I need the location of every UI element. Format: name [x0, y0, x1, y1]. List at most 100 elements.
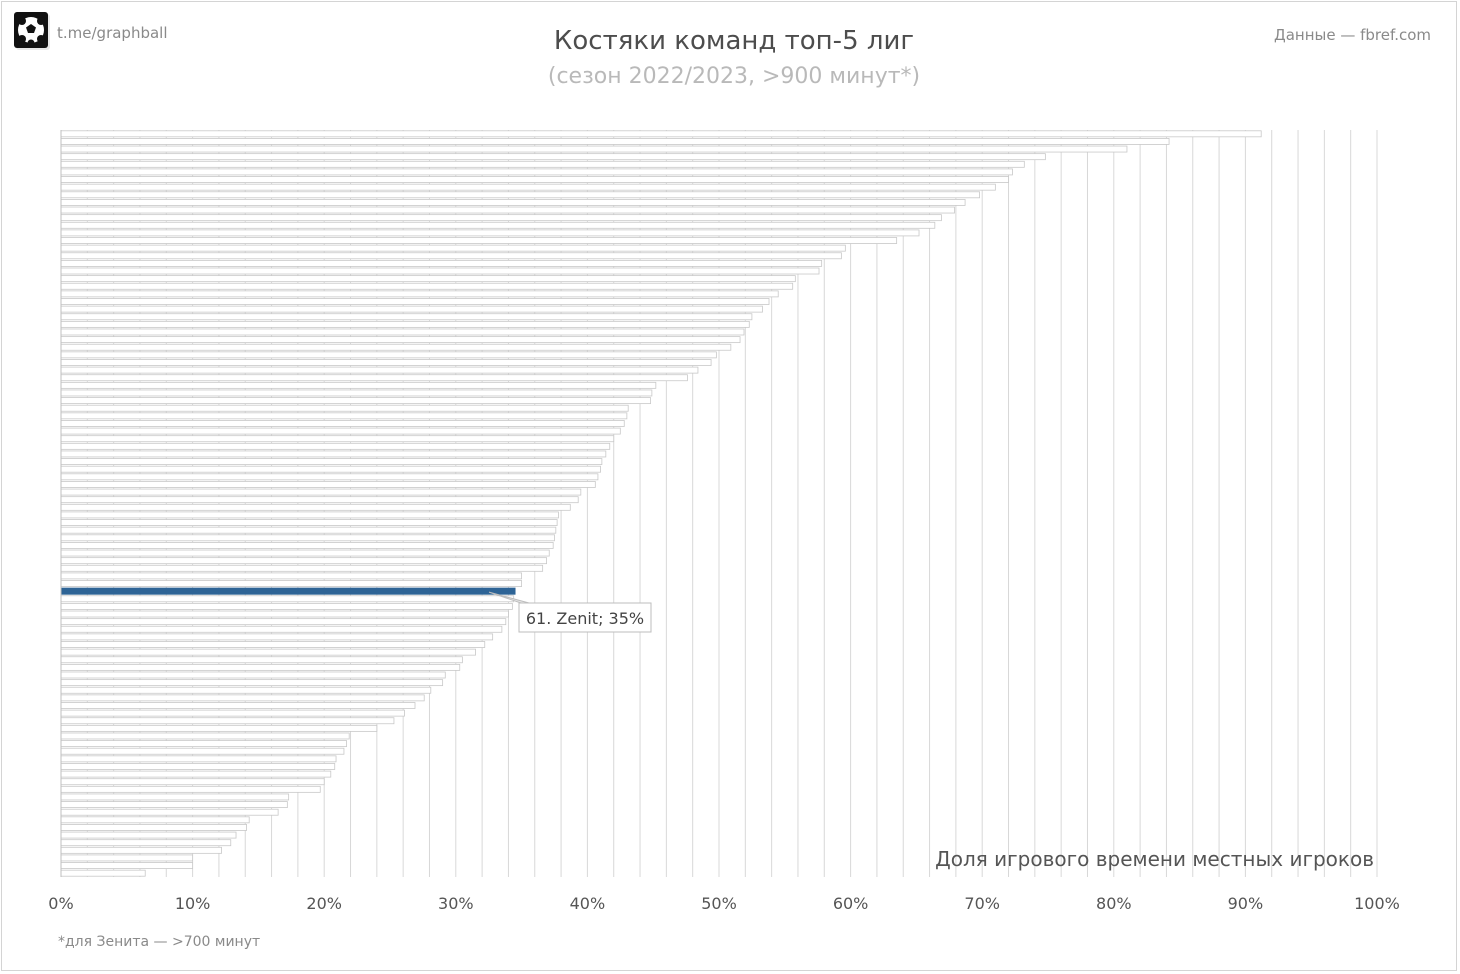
bar	[60, 717, 395, 725]
x-tick-label: 70%	[964, 894, 1000, 913]
bar	[60, 824, 247, 831]
bar	[60, 846, 222, 854]
chart-title: Костяки команд топ-5 лиг	[553, 26, 915, 56]
bar	[60, 526, 557, 534]
x-tick-label: 20%	[306, 894, 342, 913]
bar	[60, 313, 753, 321]
bar	[60, 648, 476, 656]
bar	[60, 549, 550, 557]
bar	[60, 366, 699, 374]
channel-logo	[14, 12, 52, 52]
bar	[60, 778, 325, 786]
bar	[60, 176, 1009, 183]
data-label-zenit: 61. Zenit; 35%	[526, 609, 644, 628]
bar	[60, 709, 405, 717]
bar	[60, 595, 515, 603]
bar	[60, 214, 942, 222]
bar	[60, 465, 601, 473]
bar	[60, 503, 571, 511]
bar	[60, 740, 347, 748]
bar	[60, 770, 332, 778]
bar	[60, 763, 336, 770]
bar	[60, 488, 582, 496]
bar	[60, 694, 425, 702]
bar	[60, 534, 555, 542]
bar	[60, 755, 337, 763]
x-tick-label: 30%	[438, 894, 474, 913]
bar	[60, 610, 509, 618]
bar	[60, 854, 194, 862]
bar	[60, 359, 712, 366]
footnote: *для Зенита — >700 минут	[58, 934, 261, 950]
bar	[60, 458, 603, 465]
bar	[60, 427, 621, 435]
bar	[60, 816, 250, 824]
bar	[60, 183, 996, 191]
bar	[60, 389, 653, 397]
bar	[60, 145, 1128, 153]
bar	[60, 656, 463, 664]
bar	[60, 641, 486, 648]
bar	[60, 275, 796, 283]
bar	[60, 732, 350, 740]
bar	[60, 343, 732, 351]
x-tick-label: 90%	[1228, 894, 1264, 913]
bar	[60, 869, 146, 877]
bar	[60, 831, 237, 839]
callout-box	[518, 602, 652, 633]
bar	[60, 351, 717, 359]
bar	[60, 244, 846, 252]
bar	[60, 282, 794, 290]
bar	[60, 328, 745, 336]
bar	[60, 130, 1262, 138]
bar	[60, 404, 629, 412]
bar	[60, 557, 548, 565]
bar	[60, 602, 513, 610]
bar	[60, 686, 432, 694]
bar	[60, 747, 345, 755]
bar	[60, 663, 461, 671]
bar	[60, 862, 194, 869]
bar	[60, 153, 1046, 161]
bar	[60, 336, 741, 344]
bar	[60, 442, 611, 450]
x-tick-label: 80%	[1096, 894, 1132, 913]
bar	[60, 724, 378, 732]
x-tick-label: 50%	[701, 894, 737, 913]
bar	[60, 374, 688, 382]
bar	[60, 542, 554, 549]
x-axis-title: Доля игрового времени местных игроков	[935, 847, 1374, 871]
bar	[60, 381, 657, 389]
bar	[60, 496, 579, 504]
x-tick-label: 100%	[1354, 894, 1400, 913]
bar	[60, 801, 288, 809]
bar	[60, 473, 599, 481]
bar	[60, 679, 444, 687]
x-tick-label: 40%	[570, 894, 606, 913]
bar	[60, 572, 523, 580]
bar	[60, 839, 232, 847]
bar	[60, 625, 503, 633]
x-tick-label: 10%	[175, 894, 211, 913]
bar	[60, 702, 416, 709]
bar	[60, 191, 980, 199]
bar	[60, 808, 279, 816]
bar	[60, 397, 651, 405]
bar	[60, 671, 446, 679]
bar-highlight	[60, 587, 516, 595]
bar	[60, 435, 615, 443]
bar	[60, 290, 779, 298]
bar	[60, 168, 1013, 176]
bar	[60, 259, 823, 267]
bar	[60, 138, 1170, 145]
bar	[60, 564, 544, 572]
bar	[60, 580, 523, 587]
bar	[60, 267, 820, 275]
channel-link[interactable]: t.me/graphball	[57, 24, 168, 42]
bar	[60, 785, 321, 793]
bar	[60, 252, 842, 260]
bar	[60, 618, 507, 626]
bar	[60, 229, 920, 237]
bar	[60, 511, 559, 519]
x-tick-label: 0%	[48, 894, 73, 913]
